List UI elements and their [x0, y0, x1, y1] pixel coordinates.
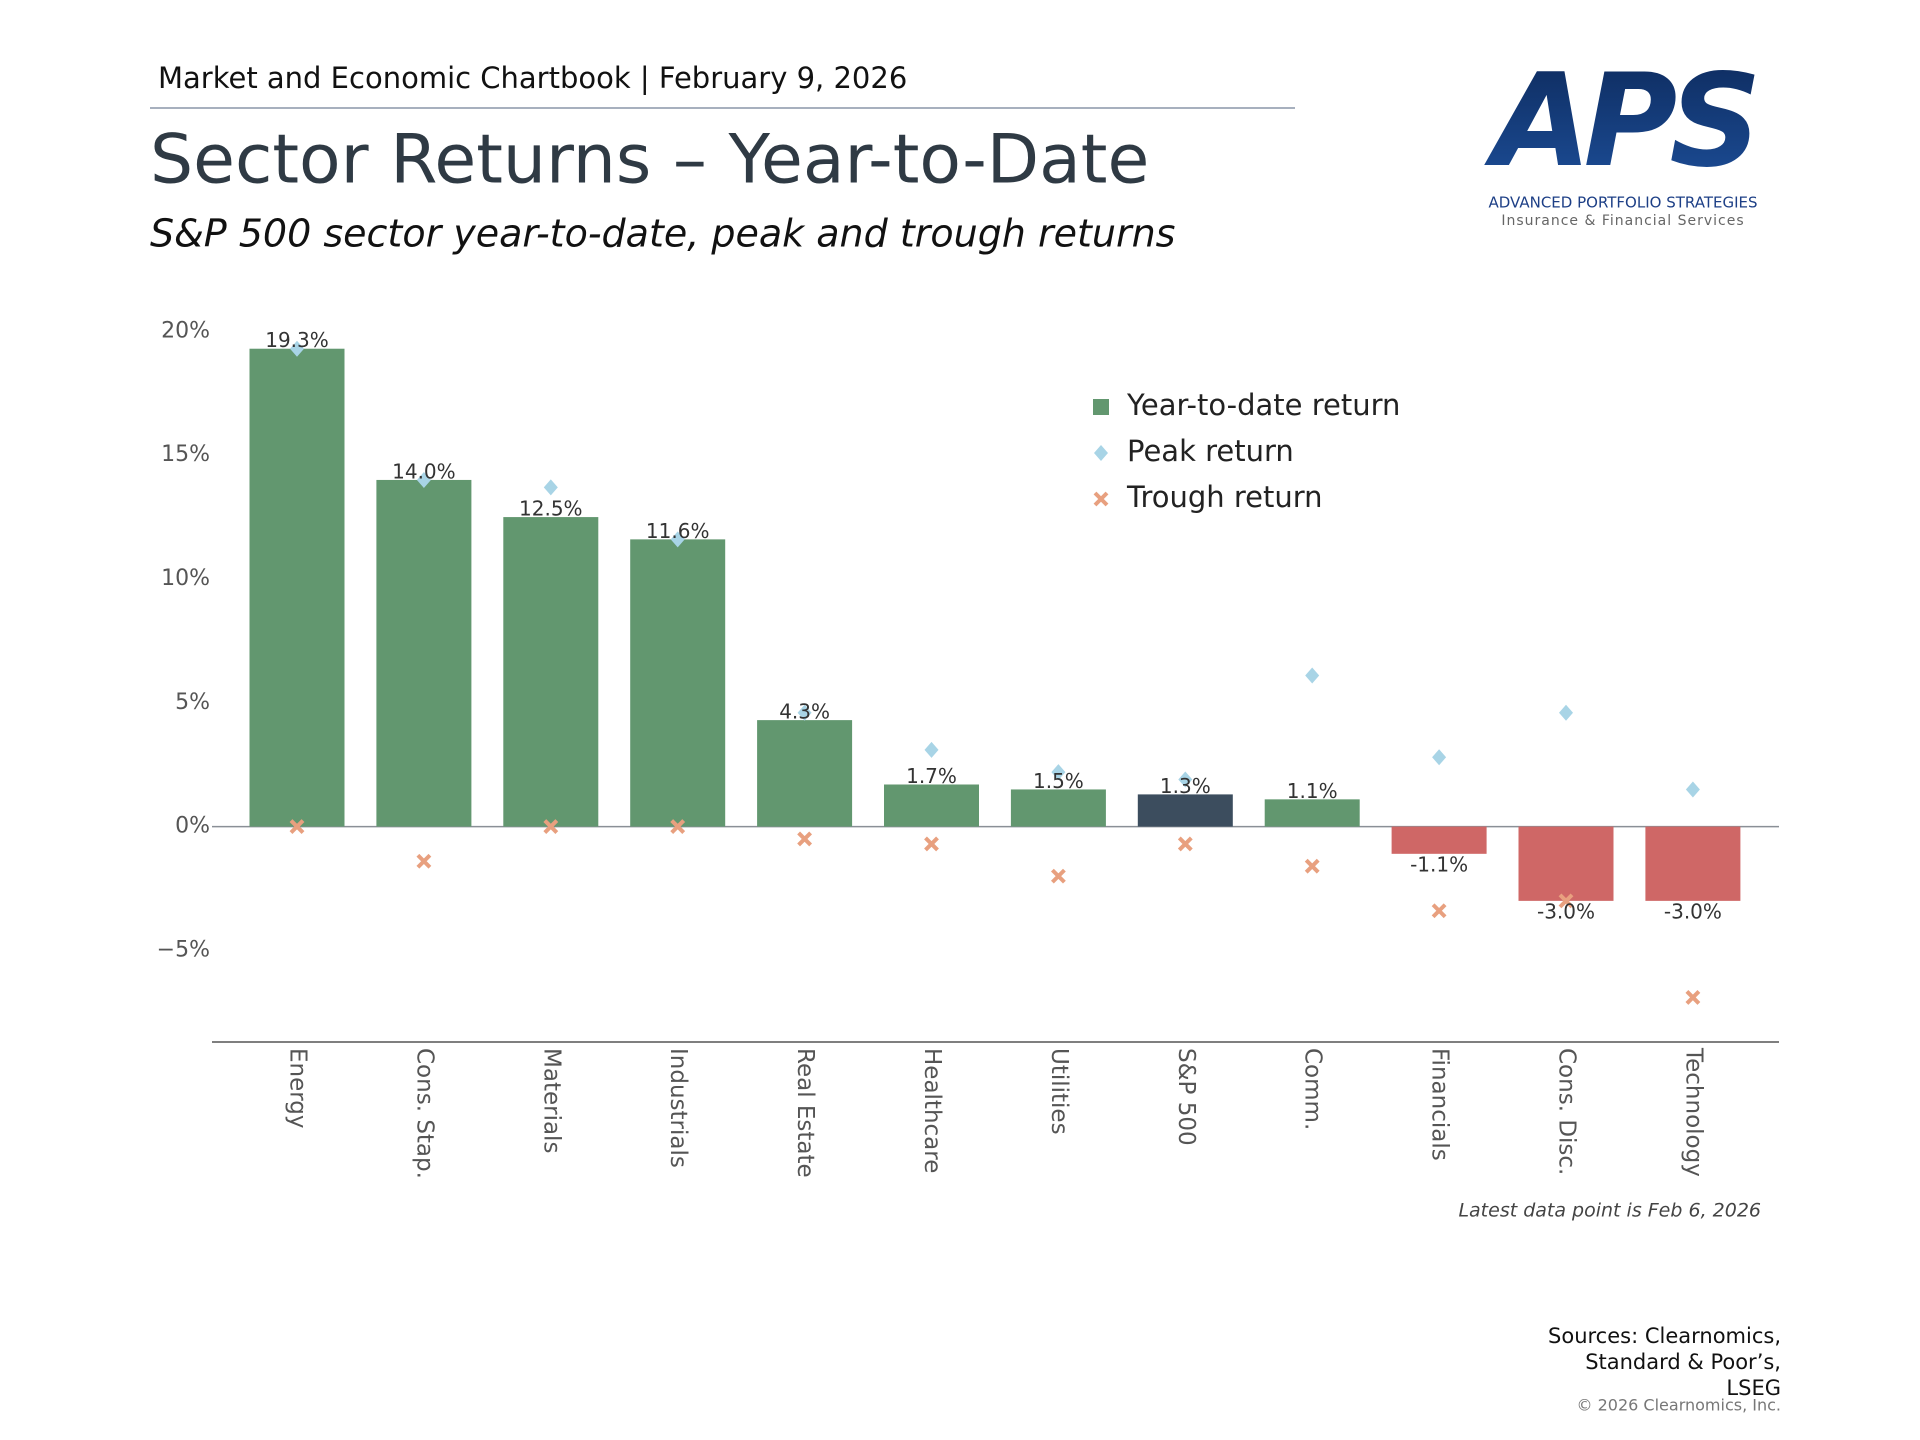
logo-tagline: Insurance & Financial Services — [1501, 213, 1744, 229]
y-tick-label: −5% — [157, 937, 210, 962]
bar — [630, 539, 726, 827]
y-tick-label: 15% — [161, 442, 210, 467]
y-tick-label: 20% — [161, 318, 210, 343]
legend-label: Trough return — [1126, 480, 1323, 514]
data-label: 12.5% — [519, 497, 583, 521]
x-tick-label: Financials — [1427, 1048, 1453, 1161]
trough-marker — [543, 819, 559, 835]
x-tick-label: Cons. Stap. — [411, 1048, 437, 1179]
trough-marker — [1304, 858, 1320, 874]
breadcrumb: Market and Economic Chartbook | February… — [158, 61, 907, 95]
peak-marker — [543, 479, 558, 496]
x-tick-label: Materials — [538, 1048, 564, 1153]
trough-marker — [1558, 893, 1574, 909]
peak-marker — [1559, 704, 1573, 721]
x-tick-label: S&P 500 — [1173, 1048, 1199, 1146]
legend-swatch — [1094, 445, 1108, 461]
peak-marker — [797, 704, 812, 721]
bar — [249, 348, 345, 827]
x-tick-label: Cons. Disc. — [1554, 1048, 1580, 1175]
logo-name: ADVANCED PORTFOLIO STRATEGIES — [1488, 194, 1757, 212]
bar — [1010, 789, 1106, 827]
trough-marker — [924, 836, 939, 852]
peak-marker — [1685, 781, 1700, 798]
bar — [376, 479, 472, 827]
bar — [1518, 826, 1614, 901]
x-tick-label: Healthcare — [919, 1048, 945, 1173]
trough-marker — [797, 831, 813, 847]
bar — [1645, 826, 1741, 901]
peak-marker — [1178, 771, 1193, 788]
y-tick-label: 10% — [161, 566, 210, 591]
peak-marker — [416, 471, 431, 488]
x-tick-label: Real Estate — [792, 1048, 818, 1178]
source-line: LSEG — [1726, 1376, 1781, 1400]
data-label: 4.3% — [779, 700, 830, 724]
bar — [1391, 826, 1487, 854]
logo-mark: APS — [1483, 47, 1755, 196]
source-line: Sources: Clearnomics, — [1548, 1324, 1781, 1348]
trough-marker — [1050, 868, 1066, 884]
data-label: 1.1% — [1287, 779, 1338, 803]
x-tick-label: Energy — [285, 1048, 311, 1129]
trough-marker — [1431, 903, 1447, 919]
data-label: -3.0% — [1664, 899, 1722, 923]
y-tick-label: 0% — [175, 814, 210, 839]
y-tick-label: 5% — [175, 690, 210, 715]
data-label: 1.5% — [1033, 769, 1084, 793]
peak-marker — [1051, 764, 1066, 781]
legend-label: Peak return — [1127, 434, 1294, 468]
data-label: -3.0% — [1537, 899, 1595, 923]
x-tick-label: Comm. — [1300, 1048, 1326, 1130]
x-tick-label: Technology — [1680, 1047, 1706, 1177]
chart-subtitle: S&P 500 sector year-to-date, peak and tr… — [150, 212, 1175, 256]
bar — [757, 720, 853, 827]
trough-marker — [1685, 990, 1701, 1005]
data-label: 1.7% — [906, 764, 957, 788]
bar — [503, 517, 599, 827]
trough-marker — [670, 819, 686, 835]
peak-marker — [1305, 667, 1320, 684]
bar — [884, 784, 979, 827]
trough-marker — [1177, 836, 1193, 852]
peak-marker — [1432, 749, 1447, 766]
bar — [1264, 799, 1360, 827]
x-tick-label: Utilities — [1046, 1048, 1072, 1135]
data-label: -1.1% — [1410, 852, 1468, 876]
legend-label: Year-to-date return — [1126, 388, 1400, 422]
data-label: 14.0% — [392, 459, 456, 483]
peak-marker — [290, 340, 304, 357]
data-label: 1.3% — [1160, 774, 1211, 798]
data-label: 11.6% — [646, 519, 710, 543]
copyright: © 2026 Clearnomics, Inc. — [1577, 1396, 1781, 1415]
bar — [1137, 794, 1233, 827]
legend-swatch — [1093, 399, 1109, 415]
peak-marker — [924, 741, 939, 758]
data-label: 19.3% — [265, 328, 329, 352]
trough-marker — [289, 819, 305, 835]
source-line: Standard & Poor’s, — [1585, 1350, 1781, 1374]
peak-marker — [670, 531, 685, 548]
trough-marker — [416, 853, 432, 869]
x-tick-label: Industrials — [665, 1048, 691, 1168]
legend-swatch — [1093, 491, 1109, 507]
chart-title: Sector Returns – Year-to-Date — [150, 121, 1149, 200]
note: Latest data point is Feb 6, 2026 — [1458, 1200, 1761, 1222]
